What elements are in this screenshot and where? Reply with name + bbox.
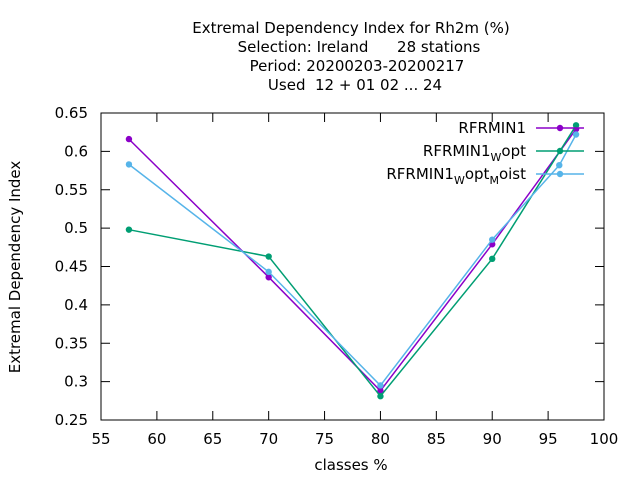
data-point [265, 274, 272, 281]
y-axis-label: Extremal Dependency Index [6, 161, 24, 374]
x-tick-label: 65 [203, 430, 222, 448]
x-axis-label: classes % [314, 456, 387, 474]
data-point [125, 161, 133, 168]
title-line-2: Selection: Ireland 28 stations [238, 38, 481, 56]
x-tick-label: 60 [147, 430, 166, 448]
data-point [489, 236, 496, 243]
x-tick-label: 95 [539, 430, 558, 448]
y-tick-label: 0.65 [55, 104, 88, 122]
data-point [572, 131, 580, 138]
legend-marker [556, 124, 564, 132]
x-tick-label: 70 [259, 430, 278, 448]
series-2 [125, 122, 580, 400]
series-line [128, 134, 577, 387]
y-tick-label: 0.6 [64, 142, 88, 160]
x-tick-label: 75 [315, 430, 334, 448]
chart-title: Extremal Dependency Index for Rh2m (%) S… [192, 19, 510, 94]
y-tick-label: 0.4 [64, 296, 88, 314]
axes: 0.25 0.3 0.35 0.4 0.45 0.5 0.55 0.6 0.65 55 60 65 70… [55, 104, 619, 448]
title-line-3: Period: 20200203-20200217 [250, 57, 465, 75]
data-point [556, 161, 563, 169]
legend-marker [556, 147, 564, 155]
data-point [489, 255, 496, 263]
data-point [377, 393, 384, 400]
title-line-1: Extremal Dependency Index for Rh2m (%) [192, 19, 510, 37]
data-point [377, 387, 384, 395]
series-1 [125, 125, 580, 395]
x-tick-label: 80 [371, 430, 390, 448]
legend-marker [556, 170, 564, 178]
y-tick-label: 0.55 [55, 181, 88, 199]
y-tick-label: 0.45 [55, 258, 88, 276]
legend-label: RFRMIN1WoptMoist [386, 165, 526, 187]
title-line-4: Used 12 + 01 02 ... 24 [268, 76, 442, 94]
legend-entry-3: RFRMIN1WoptMoist [386, 165, 584, 187]
x-tick-label: 90 [483, 430, 502, 448]
legend-entry-2: RFRMIN1Wopt [423, 142, 584, 164]
x-tick-label: 100 [590, 430, 619, 448]
series-3 [125, 131, 580, 389]
series-layer [125, 122, 580, 400]
data-point [125, 226, 133, 233]
data-point [265, 253, 272, 260]
data-point [572, 122, 580, 129]
data-point [265, 268, 272, 276]
legend-label: RFRMIN1 [458, 119, 526, 137]
data-point [125, 135, 133, 143]
y-tick-label: 0.35 [55, 334, 88, 352]
y-tick-label: 0.3 [64, 373, 88, 391]
legend-entry-1: RFRMIN1 [458, 119, 584, 137]
plot-frame [100, 112, 605, 421]
data-point [377, 382, 384, 389]
y-tick-label: 0.25 [55, 411, 88, 429]
x-tick-label: 85 [427, 430, 446, 448]
legend-label: RFRMIN1Wopt [423, 142, 526, 164]
y-tick-label: 0.5 [64, 219, 88, 237]
x-tick-label: 55 [91, 430, 110, 448]
